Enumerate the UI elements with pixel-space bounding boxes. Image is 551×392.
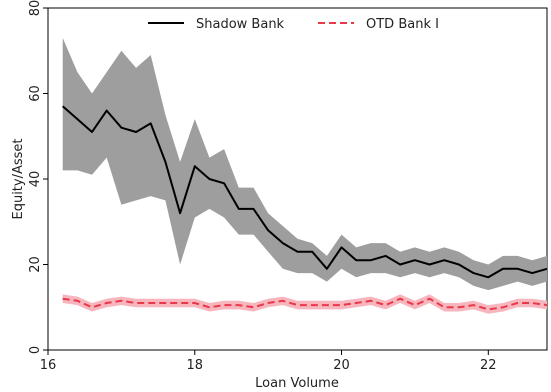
line-shadow-bank: [62, 105, 548, 279]
y-tick-label-3: 60: [28, 85, 43, 102]
y-tick-label-2: 40: [28, 171, 43, 188]
legend: Shadow Bank OTD Bank I: [148, 17, 439, 32]
y-tick-label-4: 80: [28, 0, 43, 16]
y-tick-label-1: 20: [28, 256, 43, 273]
x-tick-label-1: 18: [186, 358, 203, 373]
x-tick-label-2: 20: [333, 358, 350, 373]
x-tick-label-0: 16: [40, 358, 57, 373]
x-axis-title: Loan Volume: [255, 376, 339, 391]
band-shadow-bank: [62, 37, 547, 291]
legend-label-otd-bank-i: OTD Bank I: [366, 17, 439, 32]
y-axis-title: Equity/Asset: [11, 138, 26, 219]
legend-label-shadow-bank: Shadow Bank: [196, 17, 285, 32]
y-tick-label-0: 0: [28, 346, 43, 354]
line-otd-bank-i: [62, 297, 548, 311]
x-tick-label-3: 22: [480, 358, 497, 373]
band-otd-bank-i: [62, 294, 547, 314]
